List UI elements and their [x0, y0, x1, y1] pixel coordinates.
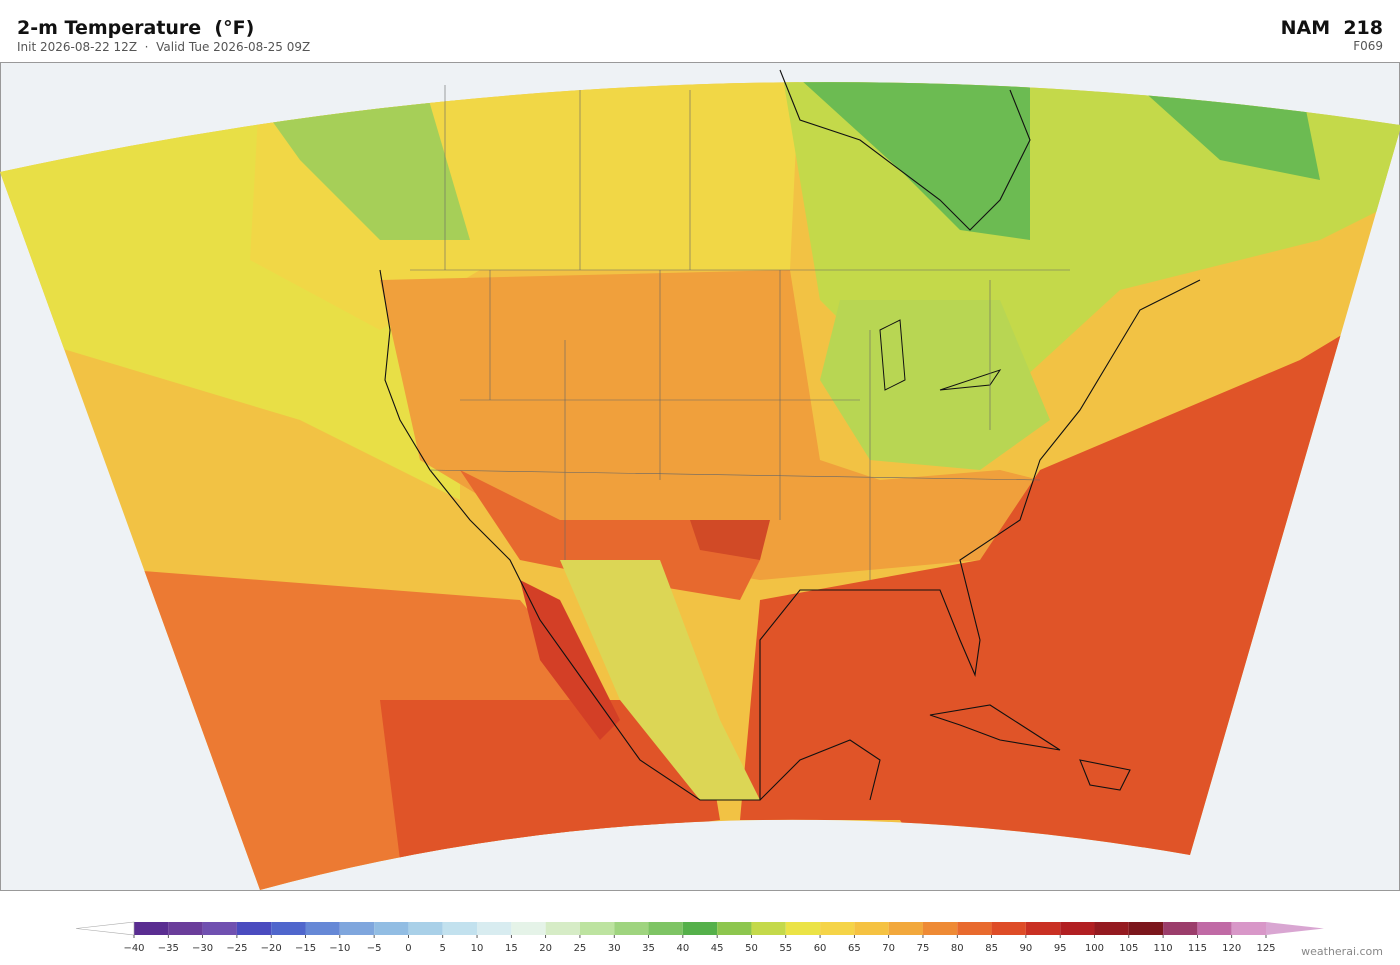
forecast-hour: F069	[1353, 39, 1383, 53]
colorbar-segment	[717, 922, 752, 935]
colorbar-segment	[271, 922, 306, 935]
colorbar-tick-label: 75	[917, 943, 930, 954]
colorbar-segment	[374, 922, 409, 935]
colorbar-tick-label: 40	[676, 943, 689, 954]
colorbar-tick-label: −35	[158, 943, 179, 954]
colorbar-tick-label: 115	[1188, 943, 1207, 954]
colorbar-tick-label: −25	[226, 943, 247, 954]
colorbar-tick-label: 120	[1222, 943, 1241, 954]
colorbar-tick-label: 95	[1054, 943, 1067, 954]
great-lakes	[879, 319, 1002, 391]
colorbar-segment	[991, 922, 1026, 935]
colorbar-extend-high	[1266, 922, 1324, 935]
colorbar-segment	[236, 922, 272, 935]
colorbar-tick-label: −40	[123, 943, 144, 954]
colorbar-segment	[1163, 922, 1198, 935]
colorbar-tick-label: 85	[985, 943, 998, 954]
colorbar-tick-label: −20	[261, 943, 282, 954]
colorbar-segment	[1025, 922, 1061, 935]
colorbar-tick-label: 25	[574, 943, 587, 954]
colorbar-tick-label: 35	[642, 943, 655, 954]
colorbar-tick-label: 15	[505, 943, 518, 954]
title: 2-m Temperature (°F)	[17, 17, 254, 39]
colorbar-tick-label: 45	[711, 943, 724, 954]
colorbar-segment	[1128, 922, 1164, 935]
credit: weatherai.com	[1301, 945, 1383, 958]
colorbar-tick-label: 100	[1085, 943, 1104, 954]
colorbar-segment	[202, 922, 237, 935]
colorbar-tick-label: 110	[1154, 943, 1173, 954]
colorbar-extend-low	[75, 921, 135, 936]
colorbar-segment	[682, 922, 718, 935]
colorbar-tick-label: 0	[405, 943, 411, 954]
colorbar-tick-label: 10	[471, 943, 484, 954]
colorbar-tick-label: 90	[1020, 943, 1033, 954]
colorbar-tick-label: −15	[295, 943, 316, 954]
colorbar-segment	[922, 922, 958, 935]
colorbar-segment	[442, 922, 478, 935]
colorbar-segment	[751, 922, 786, 935]
colorbar-tick-label: 20	[539, 943, 552, 954]
colorbar-segment	[168, 922, 203, 935]
colorbar-segment	[545, 922, 580, 935]
colorbar-segment	[511, 922, 546, 935]
colorbar-segment	[477, 922, 512, 935]
colorbar-segment	[339, 922, 375, 935]
colorbar-segment	[1094, 922, 1129, 935]
colorbar-tick-label: 105	[1119, 943, 1138, 954]
subtitle: Init 2026-08-22 12Z · Valid Tue 2026-08-…	[17, 40, 310, 54]
colorbar-segment	[1060, 922, 1095, 935]
colorbar-segment	[820, 922, 855, 935]
colorbar-tick-label: 50	[745, 943, 758, 954]
colorbar-tick-label: 80	[951, 943, 964, 954]
colorbar-segment	[785, 922, 821, 935]
colorbar-segment	[579, 922, 615, 935]
colorbar-segment	[1197, 922, 1232, 935]
colorbar-segment	[305, 922, 340, 935]
borders	[410, 85, 1070, 580]
coastlines	[379, 69, 1201, 801]
temperature-field	[0, 82, 1400, 890]
model-label: NAM 218	[1281, 17, 1383, 39]
colorbar-tick-label: 125	[1256, 943, 1275, 954]
colorbar-tick-label: −30	[192, 943, 213, 954]
colorbar-tick-label: 70	[882, 943, 895, 954]
colorbar-tick-label: 60	[814, 943, 827, 954]
colorbar-tick-label: 30	[608, 943, 621, 954]
colorbar-tick-label: 5	[440, 943, 446, 954]
colorbar-tick-label: −10	[329, 943, 350, 954]
colorbar-segment	[854, 922, 889, 935]
colorbar-segment	[957, 922, 992, 935]
colorbar-segment	[648, 922, 683, 935]
colorbar-tick-label: 65	[848, 943, 861, 954]
colorbar-segment	[1231, 922, 1266, 935]
colorbar-tick-label: 55	[779, 943, 792, 954]
colorbar-segment	[888, 922, 923, 935]
colorbar: −40 −35 −30 −25 −20 −15 −10 −5 0 5 10 15 20 25 30 35 40 4…	[75, 921, 1324, 954]
colorbar-tick-label: −5	[367, 943, 382, 954]
colorbar-segment	[408, 922, 443, 935]
colorbar-segment	[134, 922, 169, 935]
colorbar-segment	[614, 922, 649, 935]
